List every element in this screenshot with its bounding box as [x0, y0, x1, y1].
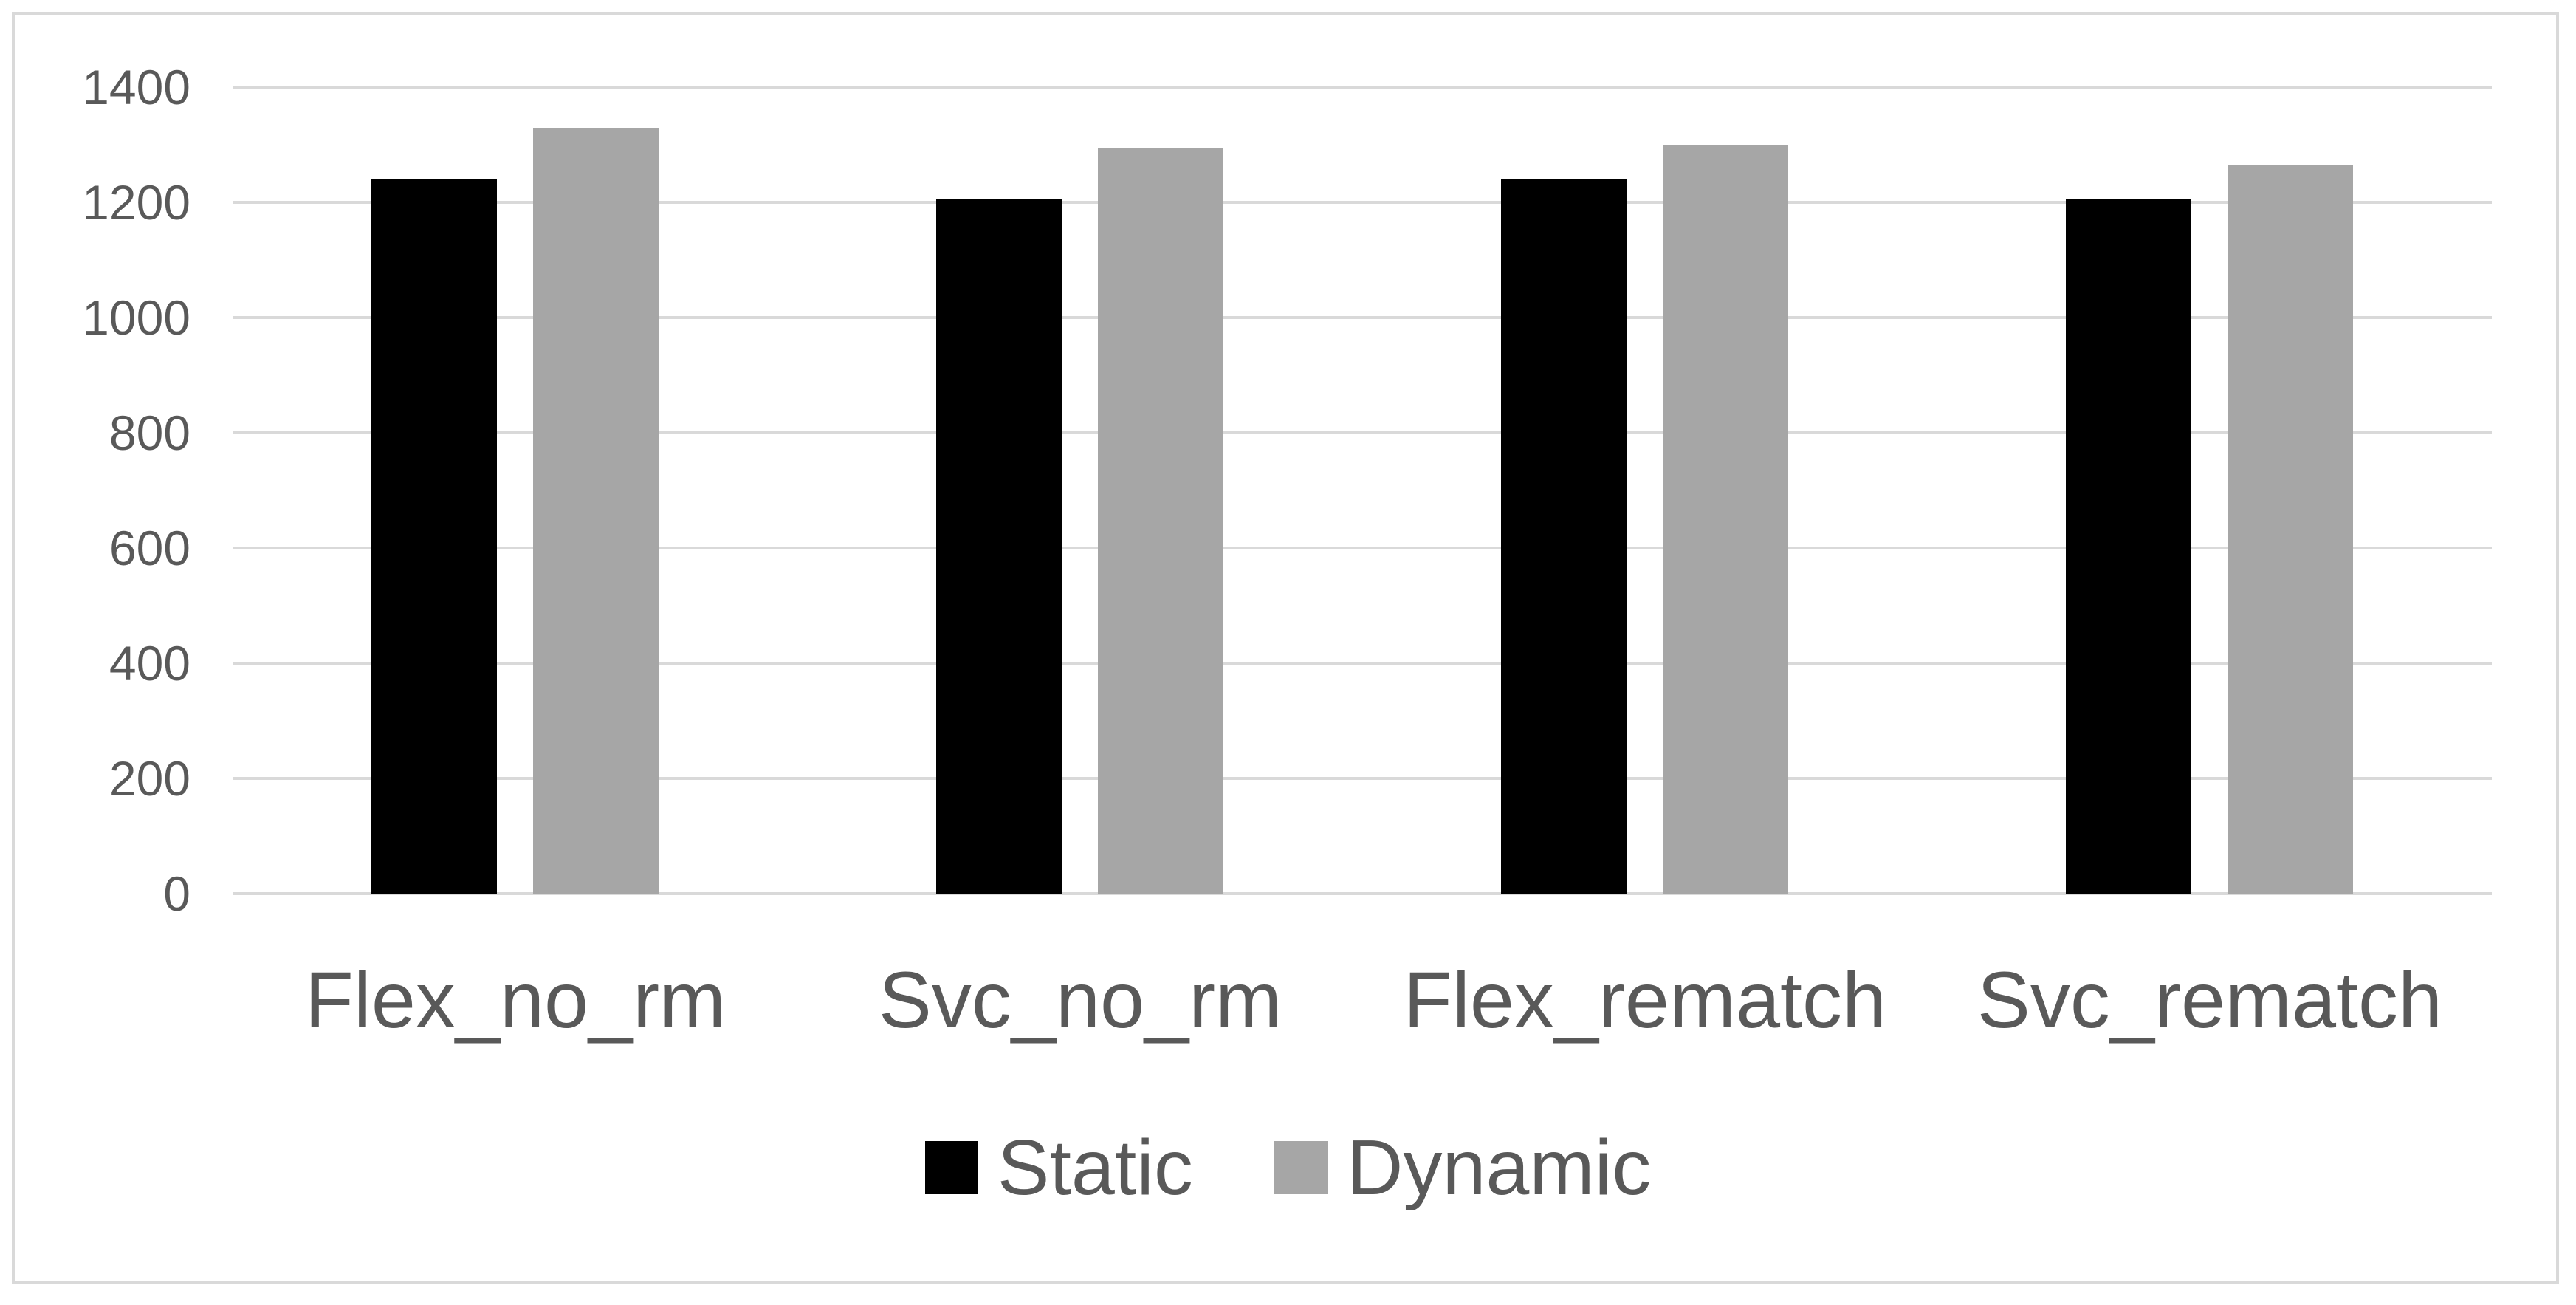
y-tick-label-1000: 1000 [82, 290, 190, 345]
bar-static-flex_rematch [1501, 179, 1627, 894]
gridline-1000 [233, 316, 2492, 319]
bar-dynamic-flex_rematch [1663, 145, 1788, 894]
legend: Static Dynamic [0, 1128, 2576, 1207]
bar-static-svc_no_rm [936, 199, 1062, 894]
gridline-0 [233, 892, 2492, 895]
gridline-1200 [233, 201, 2492, 204]
gridline-200 [233, 777, 2492, 780]
y-tick-label-1400: 1400 [82, 60, 190, 114]
legend-label-static: Static [997, 1124, 1193, 1211]
plot-area [233, 86, 2492, 895]
y-tick-label-0: 0 [163, 866, 190, 921]
bar-dynamic-flex_no_rm [533, 128, 659, 894]
gridline-400 [233, 662, 2492, 665]
gridline-1400 [233, 86, 2492, 89]
legend-item-dynamic: Dynamic [1274, 1128, 1651, 1207]
dynamic-series-swatch [1274, 1141, 1328, 1194]
y-tick-label-600: 600 [109, 521, 190, 575]
legend-item-static: Static [924, 1124, 1193, 1211]
gridline-600 [233, 547, 2492, 549]
bar-static-flex_no_rm [371, 179, 497, 894]
x-tick-label-flex_rematch: Flex_rematch [1403, 955, 1887, 1044]
x-tick-label-svc_no_rm: Svc_no_rm [878, 955, 1282, 1044]
y-tick-label-400: 400 [109, 636, 190, 691]
legend-label-dynamic: Dynamic [1346, 1124, 1652, 1211]
gridline-800 [233, 431, 2492, 434]
x-axis: Flex_no_rm Svc_no_rm Flex_rematch Svc_remat… [233, 960, 2492, 1063]
x-tick-label-flex_no_rm: Flex_no_rm [304, 955, 727, 1044]
bar-static-svc_rematch [2066, 199, 2191, 894]
static-series-swatch [924, 1141, 978, 1194]
bar-dynamic-svc_rematch [2228, 165, 2353, 894]
y-tick-label-1200: 1200 [82, 175, 190, 230]
x-tick-label-svc_rematch: Svc_rematch [1976, 955, 2443, 1044]
y-axis: 0 200 400 600 800 1000 1200 1400 [0, 63, 190, 918]
bar-dynamic-svc_no_rm [1098, 148, 1223, 894]
y-tick-label-800: 800 [109, 405, 190, 460]
y-tick-label-200: 200 [109, 751, 190, 806]
